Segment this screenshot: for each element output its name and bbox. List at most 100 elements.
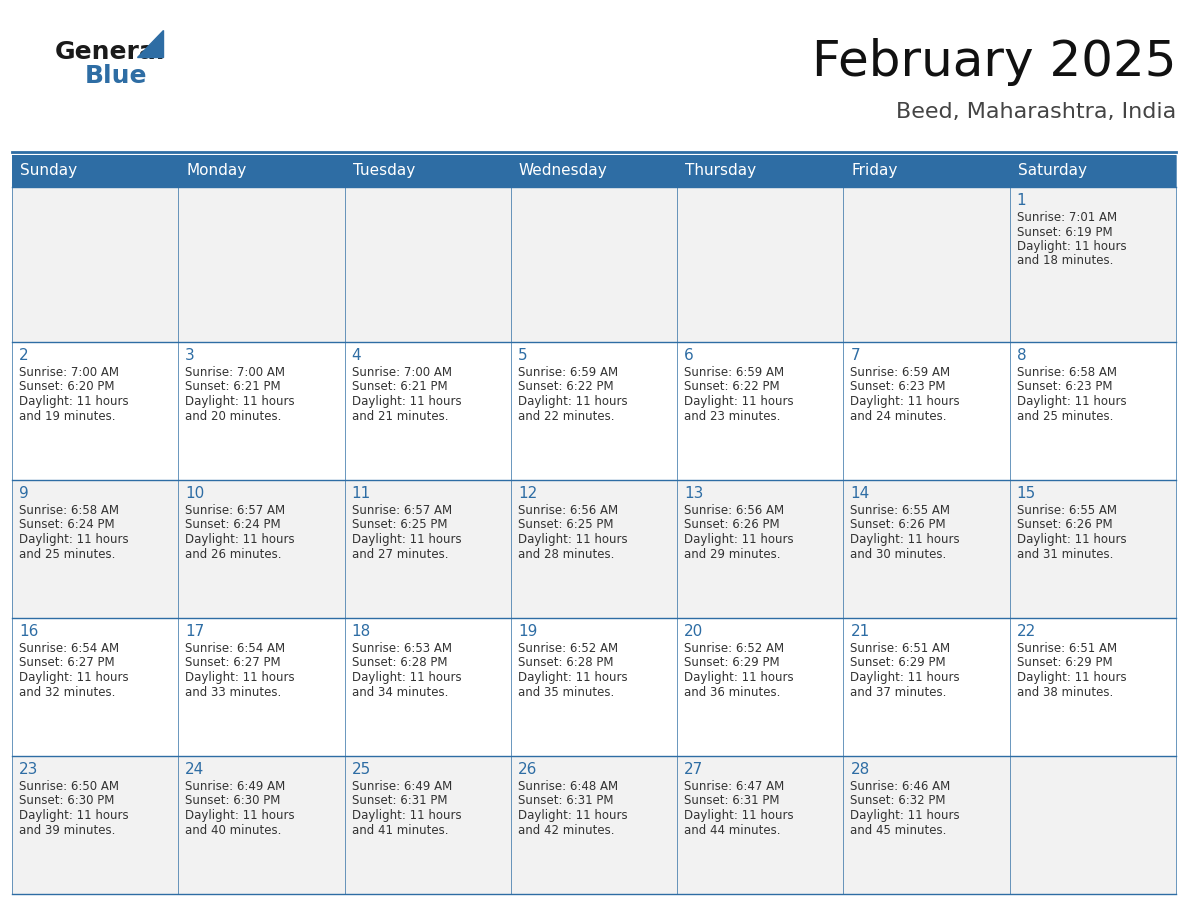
Text: Sunrise: 6:58 AM: Sunrise: 6:58 AM bbox=[1017, 366, 1117, 379]
Text: and 36 minutes.: and 36 minutes. bbox=[684, 686, 781, 699]
Text: 24: 24 bbox=[185, 762, 204, 777]
Text: Daylight: 11 hours: Daylight: 11 hours bbox=[19, 671, 128, 684]
Text: Daylight: 11 hours: Daylight: 11 hours bbox=[1017, 240, 1126, 253]
Text: Daylight: 11 hours: Daylight: 11 hours bbox=[518, 671, 627, 684]
Bar bbox=[178, 618, 345, 756]
Text: and 27 minutes.: and 27 minutes. bbox=[352, 547, 448, 561]
Text: Sunset: 6:26 PM: Sunset: 6:26 PM bbox=[684, 519, 779, 532]
Text: and 30 minutes.: and 30 minutes. bbox=[851, 547, 947, 561]
Text: Sunset: 6:24 PM: Sunset: 6:24 PM bbox=[19, 519, 114, 532]
Text: and 38 minutes.: and 38 minutes. bbox=[1017, 686, 1113, 699]
Bar bbox=[677, 342, 843, 480]
Bar bbox=[1010, 480, 1176, 618]
Text: Sunrise: 6:49 AM: Sunrise: 6:49 AM bbox=[185, 780, 285, 793]
Text: and 22 minutes.: and 22 minutes. bbox=[518, 409, 614, 422]
Text: and 41 minutes.: and 41 minutes. bbox=[352, 823, 448, 836]
Bar bbox=[511, 618, 677, 756]
Text: Sunrise: 7:01 AM: Sunrise: 7:01 AM bbox=[1017, 211, 1117, 224]
Text: Daylight: 11 hours: Daylight: 11 hours bbox=[352, 671, 461, 684]
Text: Daylight: 11 hours: Daylight: 11 hours bbox=[352, 395, 461, 408]
Text: Wednesday: Wednesday bbox=[519, 163, 607, 178]
Bar bbox=[677, 480, 843, 618]
Text: and 23 minutes.: and 23 minutes. bbox=[684, 409, 781, 422]
Text: Sunset: 6:22 PM: Sunset: 6:22 PM bbox=[684, 380, 779, 394]
Bar bbox=[12, 155, 178, 187]
Bar bbox=[843, 155, 1010, 187]
Text: Saturday: Saturday bbox=[1018, 163, 1087, 178]
Text: Sunrise: 6:53 AM: Sunrise: 6:53 AM bbox=[352, 642, 451, 655]
Text: Sunset: 6:27 PM: Sunset: 6:27 PM bbox=[185, 656, 280, 669]
Text: Sunset: 6:29 PM: Sunset: 6:29 PM bbox=[851, 656, 946, 669]
Text: Sunset: 6:31 PM: Sunset: 6:31 PM bbox=[684, 794, 779, 808]
Bar bbox=[178, 480, 345, 618]
Bar bbox=[345, 618, 511, 756]
Text: Daylight: 11 hours: Daylight: 11 hours bbox=[684, 533, 794, 546]
Text: Monday: Monday bbox=[187, 163, 247, 178]
Text: Daylight: 11 hours: Daylight: 11 hours bbox=[684, 809, 794, 822]
Text: and 26 minutes.: and 26 minutes. bbox=[185, 547, 282, 561]
Bar bbox=[1010, 155, 1176, 187]
Bar bbox=[178, 756, 345, 894]
Text: Sunrise: 6:58 AM: Sunrise: 6:58 AM bbox=[19, 504, 119, 517]
Text: Daylight: 11 hours: Daylight: 11 hours bbox=[518, 533, 627, 546]
Text: 17: 17 bbox=[185, 624, 204, 639]
Text: and 25 minutes.: and 25 minutes. bbox=[1017, 409, 1113, 422]
Bar bbox=[345, 480, 511, 618]
Text: Daylight: 11 hours: Daylight: 11 hours bbox=[684, 671, 794, 684]
Text: and 40 minutes.: and 40 minutes. bbox=[185, 823, 282, 836]
Bar bbox=[511, 480, 677, 618]
Text: and 35 minutes.: and 35 minutes. bbox=[518, 686, 614, 699]
Text: Sunrise: 6:54 AM: Sunrise: 6:54 AM bbox=[19, 642, 119, 655]
Bar bbox=[12, 756, 178, 894]
Text: Thursday: Thursday bbox=[685, 163, 757, 178]
Text: 18: 18 bbox=[352, 624, 371, 639]
Text: Sunrise: 6:59 AM: Sunrise: 6:59 AM bbox=[518, 366, 618, 379]
Text: 22: 22 bbox=[1017, 624, 1036, 639]
Text: Friday: Friday bbox=[852, 163, 898, 178]
Text: Daylight: 11 hours: Daylight: 11 hours bbox=[19, 533, 128, 546]
Text: 27: 27 bbox=[684, 762, 703, 777]
Text: 19: 19 bbox=[518, 624, 537, 639]
Text: and 33 minutes.: and 33 minutes. bbox=[185, 686, 282, 699]
Text: Sunrise: 6:50 AM: Sunrise: 6:50 AM bbox=[19, 780, 119, 793]
Text: and 18 minutes.: and 18 minutes. bbox=[1017, 254, 1113, 267]
Text: 21: 21 bbox=[851, 624, 870, 639]
Text: 4: 4 bbox=[352, 348, 361, 363]
Text: Daylight: 11 hours: Daylight: 11 hours bbox=[851, 395, 960, 408]
Text: Sunset: 6:28 PM: Sunset: 6:28 PM bbox=[352, 656, 447, 669]
Text: Beed, Maharashtra, India: Beed, Maharashtra, India bbox=[896, 102, 1176, 122]
Text: 12: 12 bbox=[518, 486, 537, 501]
Text: Sunset: 6:30 PM: Sunset: 6:30 PM bbox=[185, 794, 280, 808]
Text: Daylight: 11 hours: Daylight: 11 hours bbox=[185, 533, 295, 546]
Text: Sunrise: 7:00 AM: Sunrise: 7:00 AM bbox=[19, 366, 119, 379]
Text: 6: 6 bbox=[684, 348, 694, 363]
Bar bbox=[1010, 618, 1176, 756]
Text: Daylight: 11 hours: Daylight: 11 hours bbox=[851, 671, 960, 684]
Bar bbox=[1010, 756, 1176, 894]
Text: Sunrise: 6:59 AM: Sunrise: 6:59 AM bbox=[851, 366, 950, 379]
Text: 20: 20 bbox=[684, 624, 703, 639]
Text: Sunrise: 6:52 AM: Sunrise: 6:52 AM bbox=[518, 642, 618, 655]
Text: and 24 minutes.: and 24 minutes. bbox=[851, 409, 947, 422]
Text: 8: 8 bbox=[1017, 348, 1026, 363]
Text: 2: 2 bbox=[19, 348, 29, 363]
Bar bbox=[843, 618, 1010, 756]
Bar bbox=[178, 155, 345, 187]
Bar bbox=[12, 618, 178, 756]
Text: Sunrise: 6:54 AM: Sunrise: 6:54 AM bbox=[185, 642, 285, 655]
Bar bbox=[12, 342, 178, 480]
Text: Daylight: 11 hours: Daylight: 11 hours bbox=[185, 809, 295, 822]
Text: Sunrise: 6:57 AM: Sunrise: 6:57 AM bbox=[352, 504, 451, 517]
Text: Daylight: 11 hours: Daylight: 11 hours bbox=[518, 395, 627, 408]
Text: and 28 minutes.: and 28 minutes. bbox=[518, 547, 614, 561]
Bar bbox=[12, 187, 178, 342]
Text: Sunrise: 6:49 AM: Sunrise: 6:49 AM bbox=[352, 780, 451, 793]
Text: 10: 10 bbox=[185, 486, 204, 501]
Text: Sunset: 6:28 PM: Sunset: 6:28 PM bbox=[518, 656, 613, 669]
Bar bbox=[1010, 342, 1176, 480]
Bar bbox=[345, 342, 511, 480]
Text: Daylight: 11 hours: Daylight: 11 hours bbox=[19, 395, 128, 408]
Bar bbox=[511, 756, 677, 894]
Text: Sunset: 6:21 PM: Sunset: 6:21 PM bbox=[185, 380, 280, 394]
Text: Sunrise: 6:55 AM: Sunrise: 6:55 AM bbox=[1017, 504, 1117, 517]
